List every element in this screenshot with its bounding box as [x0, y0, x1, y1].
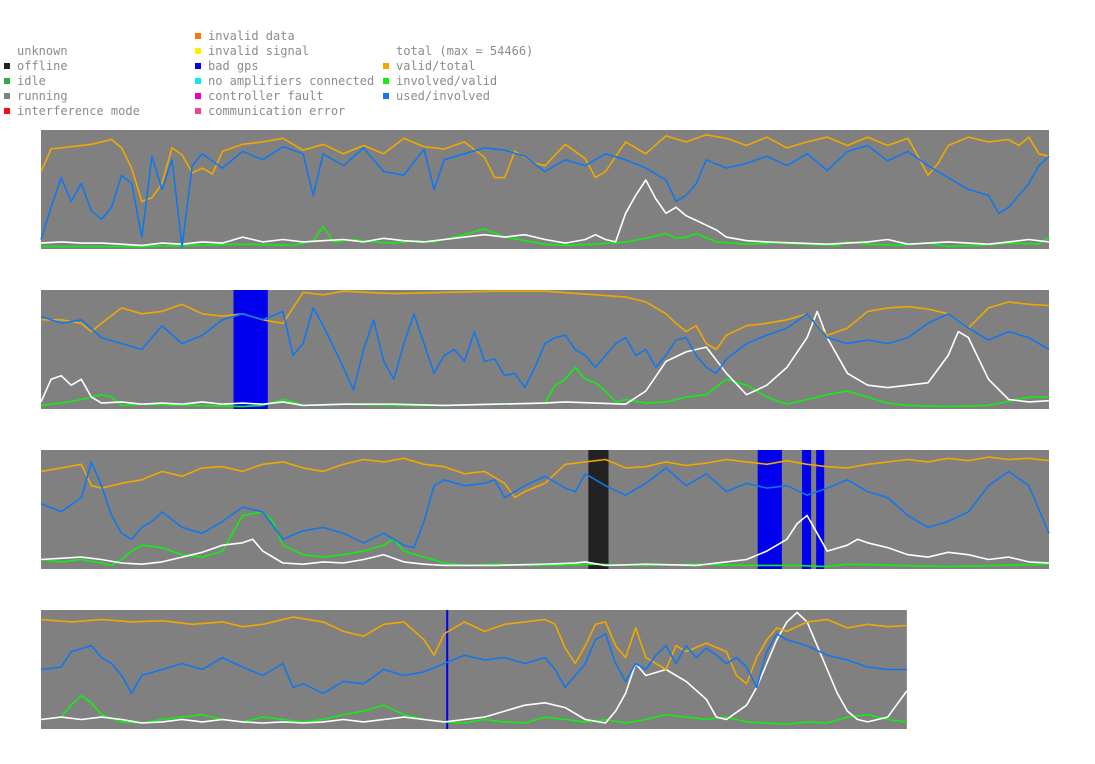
status-band — [588, 450, 609, 569]
series-line-used-involved — [40, 632, 907, 695]
series-line-valid-total — [40, 134, 1050, 203]
legend-label: unknown — [17, 44, 68, 58]
legend-item-interference-mode: interference mode — [4, 104, 140, 119]
legend-item-running: running — [4, 89, 68, 104]
plot-panel-2 — [40, 290, 1050, 409]
legend-item-invalid-data: invalid data — [195, 29, 295, 44]
legend-item-no-amplifiers: no amplifiers connected — [195, 74, 375, 89]
legend-label: bad gps — [208, 59, 259, 73]
legend-item-idle: idle — [4, 74, 46, 89]
series-line-used-involved — [40, 307, 1050, 391]
legend-swatch — [383, 93, 389, 99]
series-line-involved-valid — [41, 225, 1050, 248]
status-band — [233, 290, 268, 409]
legend-label: valid/total — [396, 59, 476, 73]
legend-swatch — [383, 63, 389, 69]
legend-item-controller-fault: controller fault — [195, 89, 324, 104]
legend-swatch — [195, 108, 201, 114]
legend-label: invalid signal — [208, 44, 310, 58]
series-line-valid-total — [40, 456, 1050, 499]
legend-swatch — [195, 63, 201, 69]
series-line-total — [40, 310, 1050, 407]
series-line-valid-total — [40, 616, 907, 685]
legend-label: communication error — [208, 104, 346, 118]
legend: unknown offline idle running interferenc… — [0, 0, 1095, 125]
legend-label: offline — [17, 59, 68, 73]
legend-label: involved/valid — [396, 74, 498, 88]
series-line-total — [40, 611, 908, 724]
status-band — [802, 450, 812, 569]
series-line-total — [40, 179, 1050, 247]
legend-item-bad-gps: bad gps — [195, 59, 259, 74]
legend-swatch — [195, 48, 201, 54]
legend-swatch — [195, 93, 201, 99]
legend-swatch — [383, 78, 389, 84]
legend-swatch — [4, 63, 10, 69]
legend-item-communication-error: communication error — [195, 104, 346, 119]
plot-panel-1 — [40, 130, 1050, 249]
legend-swatch — [4, 108, 10, 114]
legend-item-total: total (max = 54466) — [396, 44, 533, 59]
series-line-used-involved — [40, 461, 1050, 549]
plot-background — [41, 130, 1049, 249]
status-band — [446, 610, 449, 729]
legend-label: idle — [17, 74, 46, 88]
legend-label: total (max = 54466) — [396, 44, 534, 58]
series-line-involved-valid — [40, 366, 1049, 408]
legend-swatch — [4, 93, 10, 99]
legend-swatch — [195, 78, 201, 84]
legend-item-offline: offline — [4, 59, 68, 74]
legend-item-used-involved: used/involved — [383, 89, 490, 104]
legend-label: invalid data — [208, 29, 295, 43]
series-line-used-involved — [40, 144, 1050, 248]
legend-label: used/involved — [396, 89, 490, 103]
plot-panel-4 — [40, 610, 908, 729]
series-line-total — [40, 514, 1050, 567]
series-line-involved-valid — [40, 694, 907, 726]
status-band — [757, 450, 782, 569]
legend-swatch — [195, 33, 201, 39]
legend-item-unknown: unknown — [17, 44, 68, 59]
series-line-involved-valid — [40, 511, 1050, 568]
series-line-valid-total — [41, 290, 1050, 351]
legend-label: running — [17, 89, 68, 103]
legend-item-invalid-signal: invalid signal — [195, 44, 310, 59]
status-band — [816, 450, 825, 569]
plot-panel-3 — [40, 450, 1050, 569]
legend-label: no amplifiers connected — [208, 74, 375, 88]
legend-item-valid-total: valid/total — [383, 59, 476, 74]
legend-label: interference mode — [17, 104, 140, 118]
legend-label: controller fault — [208, 89, 324, 103]
legend-item-involved-valid: involved/valid — [383, 74, 498, 89]
legend-swatch — [4, 78, 10, 84]
